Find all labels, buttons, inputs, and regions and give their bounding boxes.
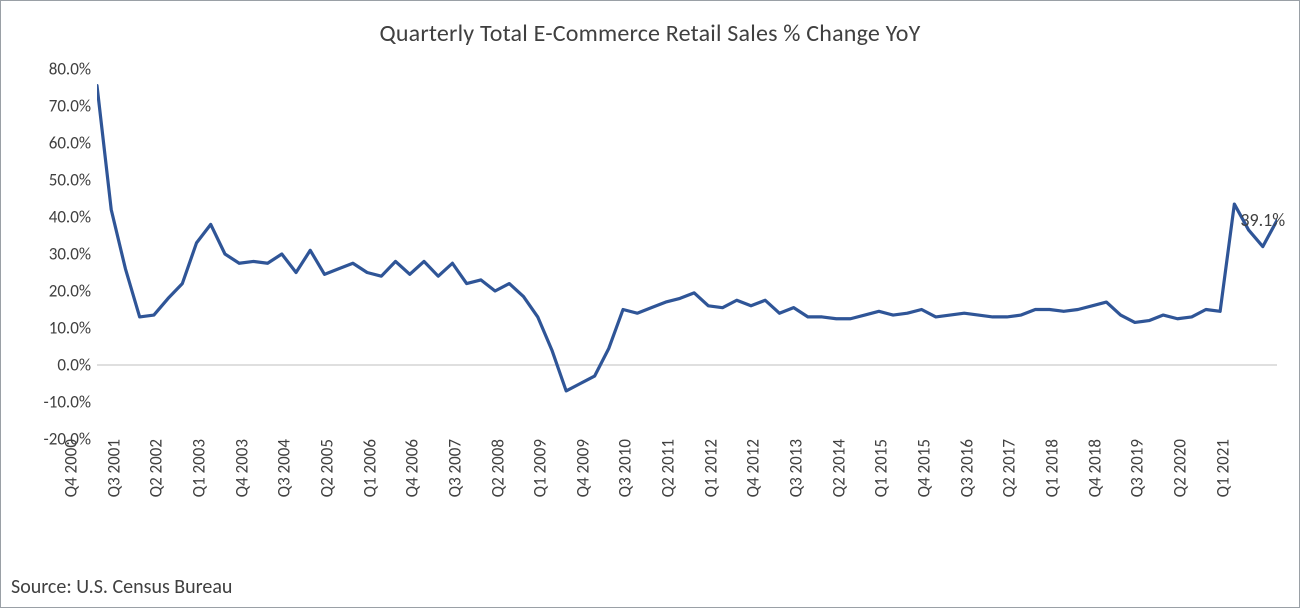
- x-tick-label: Q2 2017: [993, 439, 1020, 497]
- x-tick-label: Q3 2001: [97, 439, 124, 497]
- x-tick-label: Q4 2003: [225, 439, 252, 497]
- x-tick-label: Q1 2012: [694, 439, 721, 497]
- x-tick-label: Q2 2014: [822, 439, 849, 497]
- x-tick-label: Q4 2015: [907, 439, 934, 497]
- x-tick-label: Q4 2018: [1078, 439, 1105, 497]
- x-tick-label: Q1 2006: [353, 439, 380, 497]
- x-tick-label: Q3 2010: [609, 439, 636, 497]
- y-tick-label: 20.0%: [49, 281, 97, 302]
- y-tick-label: 0.0%: [57, 355, 97, 376]
- plot-area: -20.0%-10.0%0.0%10.0%20.0%30.0%40.0%50.0…: [97, 69, 1277, 439]
- x-tick-label: Q3 2007: [438, 439, 465, 497]
- x-tick-label: Q1 2015: [865, 439, 892, 497]
- x-tick-label: Q2 2002: [140, 439, 167, 497]
- x-tick-label: Q1 2018: [1035, 439, 1062, 497]
- x-tick-label: Q3 2004: [268, 439, 295, 497]
- y-tick-label: 10.0%: [49, 318, 97, 339]
- x-tick-label: Q2 2005: [310, 439, 337, 497]
- x-tick-label: Q4 2000: [54, 439, 81, 497]
- x-tick-label: Q2 2008: [481, 439, 508, 497]
- y-tick-label: 40.0%: [49, 207, 97, 228]
- x-tick-label: Q2 2011: [651, 439, 678, 497]
- x-tick-label: Q1 2021: [1206, 439, 1233, 497]
- y-tick-label: -10.0%: [44, 392, 98, 413]
- x-tick-label: Q3 2019: [1121, 439, 1148, 497]
- x-tick-label: Q1 2009: [523, 439, 550, 497]
- series-line: [97, 86, 1277, 391]
- x-tick-label: Q3 2013: [779, 439, 806, 497]
- x-tick-label: Q4 2012: [737, 439, 764, 497]
- y-tick-label: 70.0%: [49, 96, 97, 117]
- data-point-label: 39.1%: [1240, 209, 1285, 231]
- chart-title: Quarterly Total E-Commerce Retail Sales …: [1, 19, 1299, 48]
- x-tick-label: Q2 2020: [1163, 439, 1190, 497]
- x-tick-label: Q1 2003: [182, 439, 209, 497]
- y-tick-label: 50.0%: [49, 170, 97, 191]
- chart-svg: [97, 69, 1277, 439]
- x-tick-label: Q4 2009: [566, 439, 593, 497]
- y-tick-label: 30.0%: [49, 244, 97, 265]
- source-text: Source: U.S. Census Bureau: [11, 575, 232, 599]
- x-tick-label: Q3 2016: [950, 439, 977, 497]
- y-tick-label: 80.0%: [49, 59, 97, 80]
- y-tick-label: 60.0%: [49, 133, 97, 154]
- x-tick-label: Q4 2006: [396, 439, 423, 497]
- chart-frame: Quarterly Total E-Commerce Retail Sales …: [0, 0, 1300, 608]
